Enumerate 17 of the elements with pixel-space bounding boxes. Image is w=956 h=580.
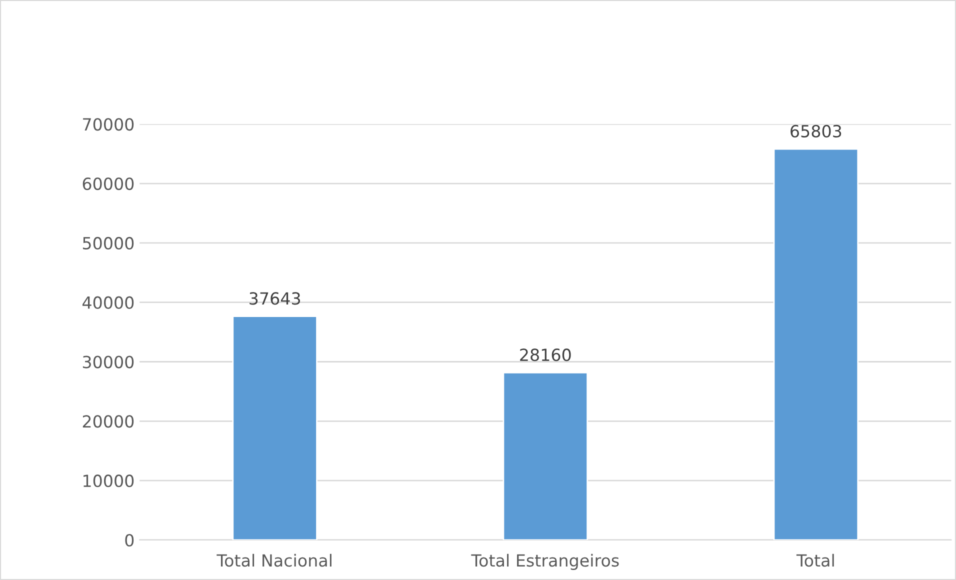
x-tick-label: Total Estrangeiros [471, 554, 619, 570]
bar [773, 148, 859, 540]
y-tick-label: 50000 [82, 236, 134, 250]
y-tick-label: 70000 [83, 118, 134, 131]
y-tick-label: 40000 [82, 296, 134, 309]
x-tick-label: Total [796, 554, 834, 567]
bar [502, 372, 588, 540]
data-label: 37643 [250, 292, 300, 305]
bar [232, 316, 318, 540]
data-label: 65803 [790, 124, 842, 138]
y-tick-label: 0 [125, 534, 134, 547]
data-label: 28160 [520, 348, 571, 362]
y-tick-label: 10000 [84, 474, 134, 488]
y-tick-label: 30000 [82, 356, 134, 368]
y-tick-label: 60000 [82, 177, 134, 190]
y-tick-label: 20000 [82, 415, 134, 428]
x-tick-label: Total Nacional [216, 554, 332, 567]
